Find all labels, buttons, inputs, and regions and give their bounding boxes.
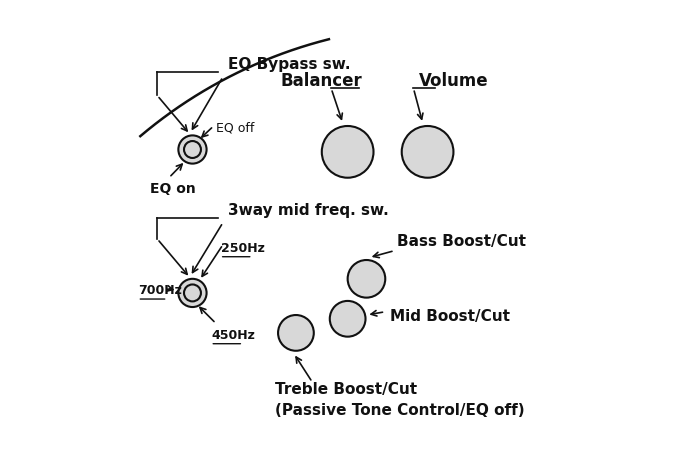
Text: 250Hz: 250Hz <box>220 242 265 255</box>
Text: Mid Boost/Cut: Mid Boost/Cut <box>390 309 510 324</box>
Text: Bass Boost/Cut: Bass Boost/Cut <box>397 234 526 249</box>
Text: (Passive Tone Control/EQ off): (Passive Tone Control/EQ off) <box>275 403 524 418</box>
Text: 3way mid freq. sw.: 3way mid freq. sw. <box>228 203 388 218</box>
Text: 450Hz: 450Hz <box>211 329 256 342</box>
Text: Volume: Volume <box>419 72 489 90</box>
Text: EQ off: EQ off <box>216 122 254 135</box>
Text: EQ on: EQ on <box>150 183 196 196</box>
Circle shape <box>330 301 365 337</box>
Circle shape <box>178 279 206 307</box>
Text: Treble Boost/Cut: Treble Boost/Cut <box>275 382 417 397</box>
Circle shape <box>348 260 385 298</box>
Text: Balancer: Balancer <box>281 72 363 90</box>
Circle shape <box>178 135 206 164</box>
Circle shape <box>184 284 201 301</box>
Text: EQ Bypass sw.: EQ Bypass sw. <box>228 57 350 72</box>
Text: 700Hz: 700Hz <box>139 284 182 297</box>
Circle shape <box>322 126 374 178</box>
Circle shape <box>278 315 314 351</box>
Circle shape <box>184 141 201 158</box>
Circle shape <box>402 126 454 178</box>
